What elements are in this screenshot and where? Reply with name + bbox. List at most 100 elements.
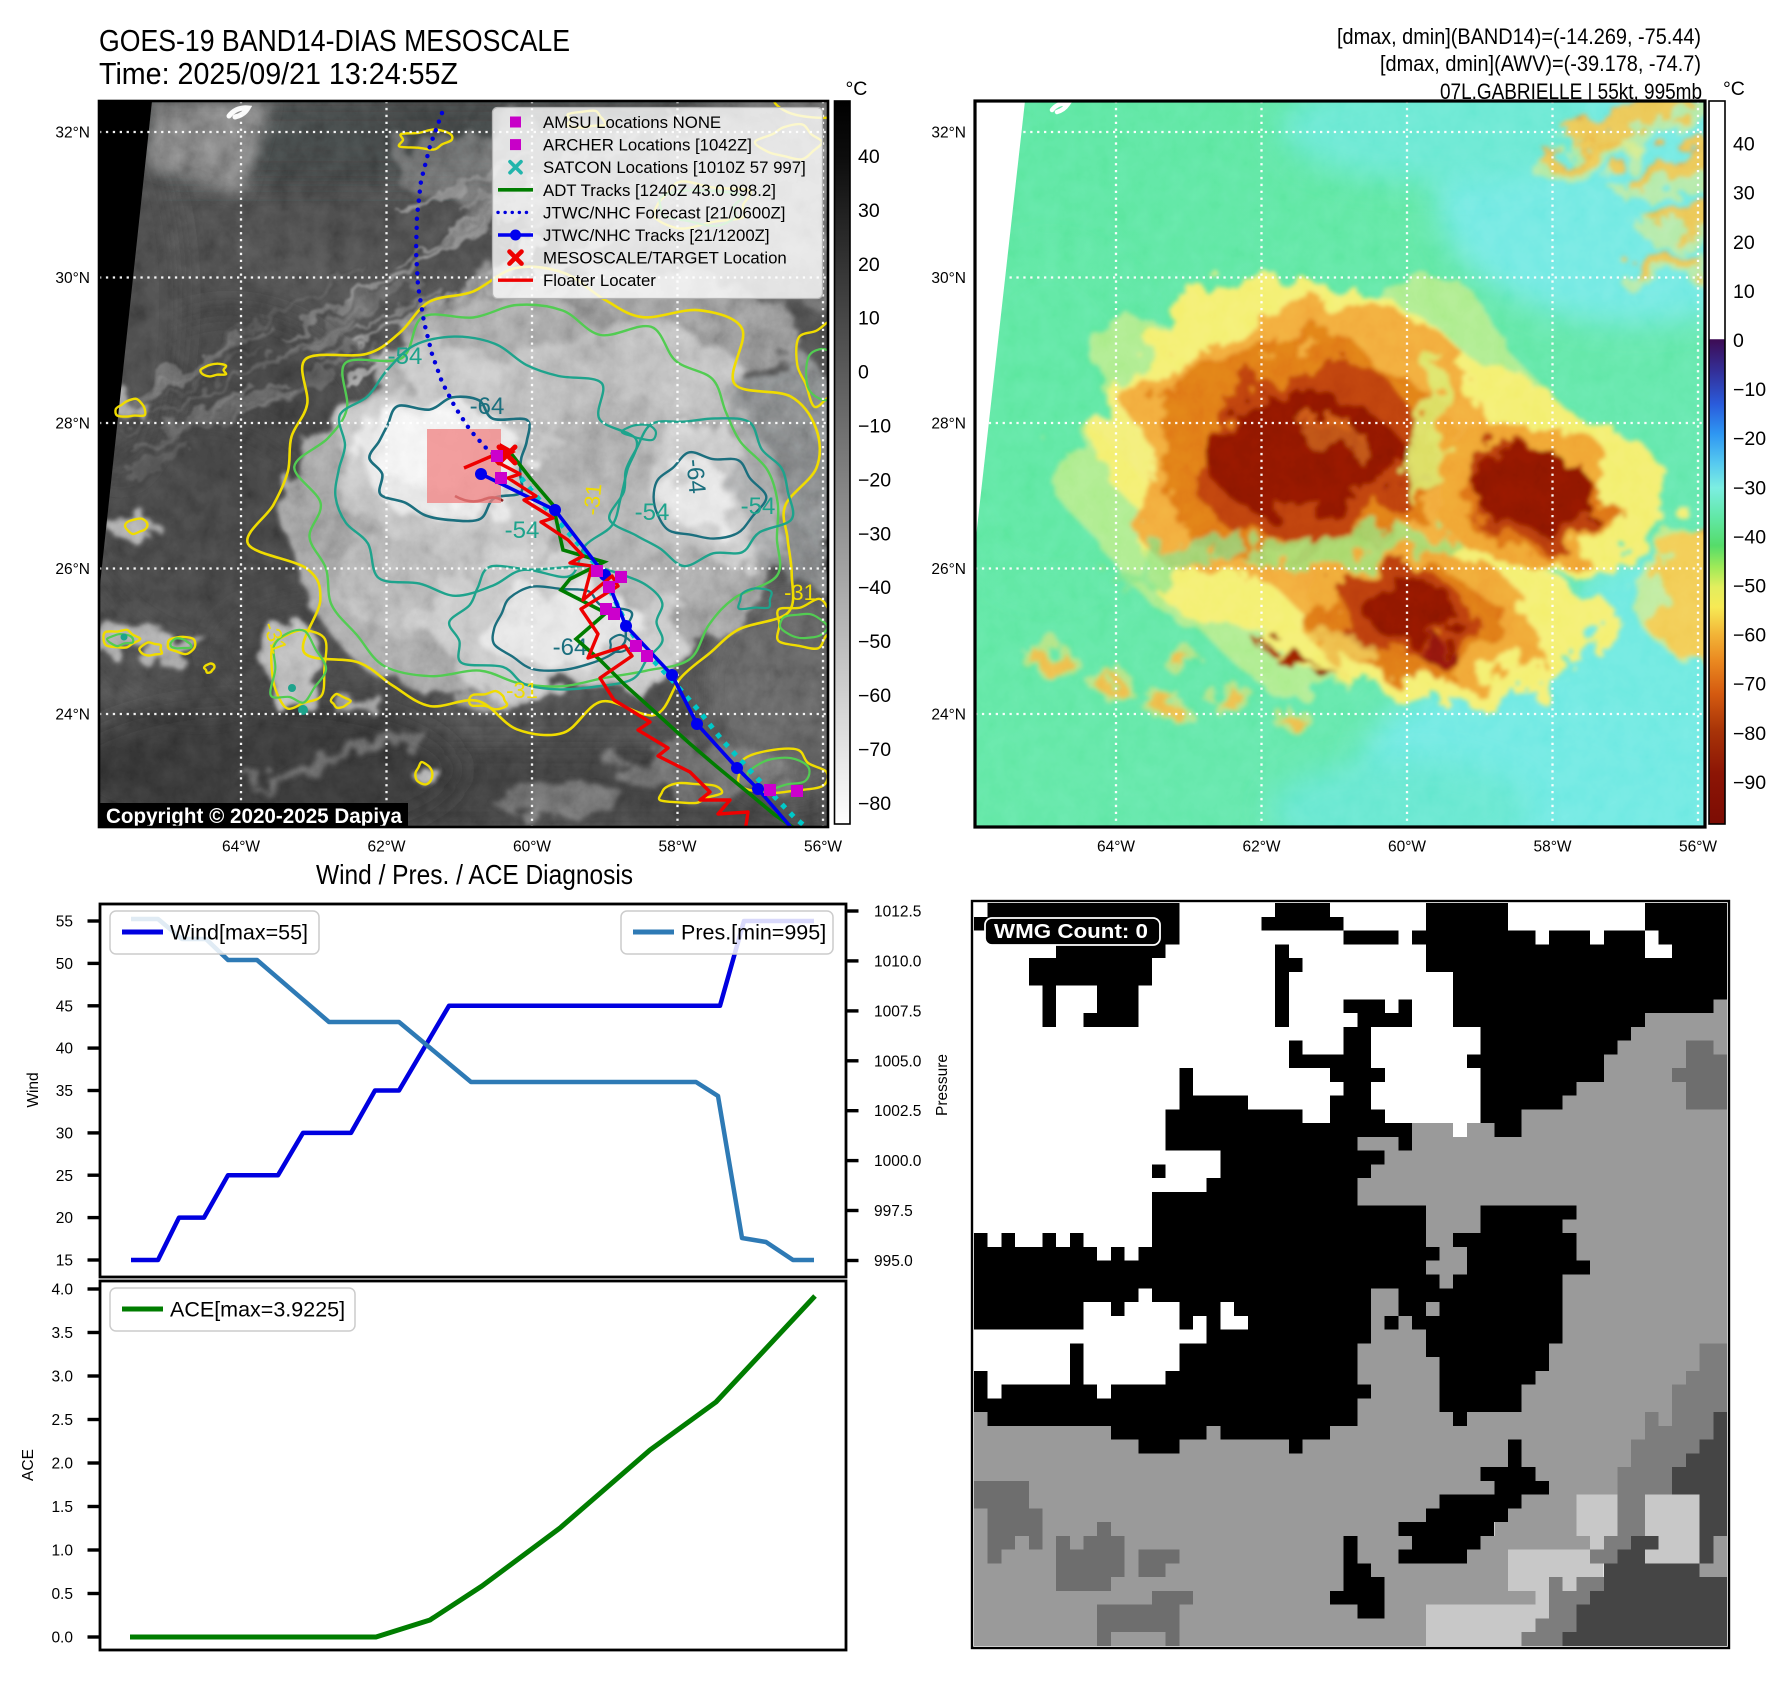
svg-text:−20: −20	[1733, 428, 1766, 450]
svg-text:ACE: ACE	[20, 1449, 37, 1481]
svg-text:0: 0	[1733, 330, 1744, 352]
svg-text:−70: −70	[858, 739, 891, 761]
svg-text:−90: −90	[1733, 772, 1766, 794]
svg-text:Time: 2025/09/21 13:24:55Z: Time: 2025/09/21 13:24:55Z	[99, 57, 458, 91]
svg-text:1012.5: 1012.5	[874, 904, 921, 921]
svg-text:30: 30	[1733, 183, 1755, 205]
svg-text:0.0: 0.0	[51, 1630, 73, 1647]
svg-text:60°W: 60°W	[1388, 839, 1426, 856]
svg-text:1010.0: 1010.0	[874, 953, 922, 970]
svg-text:GOES-19 BAND14-DIAS MESOSCALE: GOES-19 BAND14-DIAS MESOSCALE	[99, 24, 570, 58]
svg-text:10: 10	[858, 308, 880, 330]
svg-text:20: 20	[858, 254, 880, 276]
svg-text:SATCON Locations [1010Z 57 997: SATCON Locations [1010Z 57 997]	[543, 158, 806, 177]
svg-text:10: 10	[1733, 281, 1755, 303]
svg-text:−20: −20	[858, 469, 891, 491]
svg-text:62°W: 62°W	[1242, 839, 1280, 856]
svg-text:15: 15	[56, 1253, 73, 1270]
svg-text:64°W: 64°W	[222, 839, 260, 856]
svg-text:−10: −10	[858, 416, 891, 438]
svg-text:30: 30	[858, 200, 880, 222]
svg-text:−30: −30	[858, 523, 891, 545]
svg-text:40: 40	[858, 146, 880, 168]
svg-text:58°W: 58°W	[1533, 839, 1571, 856]
svg-text:−60: −60	[858, 685, 891, 707]
svg-text:-54: -54	[388, 343, 423, 370]
svg-text:40: 40	[1733, 134, 1755, 156]
svg-text:45: 45	[56, 998, 73, 1015]
svg-text:-54: -54	[505, 517, 540, 544]
svg-text:35: 35	[56, 1083, 73, 1100]
svg-text:55: 55	[56, 914, 73, 931]
svg-text:62°W: 62°W	[367, 839, 405, 856]
svg-text:58°W: 58°W	[658, 839, 696, 856]
svg-text:1007.5: 1007.5	[874, 1003, 921, 1020]
svg-text:1.0: 1.0	[51, 1543, 73, 1560]
svg-text:−50: −50	[858, 631, 891, 653]
svg-text:Pres.[min=995]: Pres.[min=995]	[681, 921, 826, 945]
svg-text:32°N: 32°N	[55, 125, 90, 142]
svg-text:JTWC/NHC Forecast [21/0600Z]: JTWC/NHC Forecast [21/0600Z]	[543, 203, 785, 222]
svg-text:-64: -64	[681, 458, 711, 495]
svg-text:[dmax, dmin](BAND14)=(-14.269,: [dmax, dmin](BAND14)=(-14.269, -75.44)	[1337, 24, 1701, 49]
svg-text:50: 50	[56, 956, 74, 973]
svg-text:−80: −80	[858, 793, 891, 815]
svg-text:[dmax, dmin](AWV)=(-39.178, -7: [dmax, dmin](AWV)=(-39.178, -74.7)	[1380, 51, 1701, 76]
svg-text:−40: −40	[1733, 526, 1766, 548]
svg-text:Wind: Wind	[25, 1072, 42, 1107]
svg-text:−80: −80	[1733, 723, 1766, 745]
svg-text:Copyright © 2020-2025 Dapiya: Copyright © 2020-2025 Dapiya	[106, 804, 403, 828]
svg-text:−30: −30	[1733, 477, 1766, 499]
svg-text:997.5: 997.5	[874, 1203, 913, 1220]
svg-text:ARCHER Locations [1042Z]: ARCHER Locations [1042Z]	[543, 136, 752, 155]
svg-text:0.5: 0.5	[51, 1586, 73, 1603]
svg-text:-64: -64	[470, 393, 505, 420]
svg-text:−70: −70	[1733, 674, 1766, 696]
svg-text:−40: −40	[858, 577, 891, 599]
svg-text:3.0: 3.0	[51, 1369, 73, 1386]
svg-text:WMG Count: 0: WMG Count: 0	[994, 920, 1148, 943]
svg-text:ACE[max=3.9225]: ACE[max=3.9225]	[170, 1298, 345, 1322]
svg-text:−10: −10	[1733, 379, 1766, 401]
svg-text:20: 20	[56, 1210, 74, 1227]
svg-text:64°W: 64°W	[1097, 839, 1135, 856]
svg-text:JTWC/NHC Tracks [21/1200Z]: JTWC/NHC Tracks [21/1200Z]	[543, 226, 770, 245]
svg-text:MESOSCALE/TARGET Location: MESOSCALE/TARGET Location	[543, 249, 787, 268]
svg-text:Floater Locater: Floater Locater	[543, 271, 656, 290]
svg-text:995.0: 995.0	[874, 1253, 913, 1270]
svg-text:−60: −60	[1733, 625, 1766, 647]
svg-text:2.5: 2.5	[51, 1412, 73, 1429]
svg-text:AMSU Locations NONE: AMSU Locations NONE	[543, 113, 721, 132]
svg-text:4.0: 4.0	[51, 1282, 73, 1299]
svg-text:1002.5: 1002.5	[874, 1103, 921, 1120]
svg-text:40: 40	[56, 1041, 74, 1058]
svg-text:26°N: 26°N	[55, 561, 90, 578]
svg-text:2.0: 2.0	[51, 1456, 73, 1473]
svg-text:°C: °C	[1723, 78, 1745, 100]
svg-text:0: 0	[858, 362, 869, 384]
svg-text:-31: -31	[784, 580, 816, 605]
svg-text:25: 25	[56, 1168, 73, 1185]
svg-text:-54: -54	[635, 499, 670, 526]
svg-text:30°N: 30°N	[931, 270, 966, 287]
svg-text:32°N: 32°N	[931, 125, 966, 142]
svg-text:-64: -64	[553, 634, 588, 661]
svg-text:56°W: 56°W	[804, 839, 842, 856]
svg-text:30: 30	[56, 1125, 74, 1142]
svg-text:Wind[max=55]: Wind[max=55]	[170, 921, 308, 945]
svg-text:Wind / Pres. / ACE Diagnosis: Wind / Pres. / ACE Diagnosis	[316, 859, 633, 890]
svg-text:26°N: 26°N	[931, 561, 966, 578]
svg-text:−50: −50	[1733, 576, 1766, 598]
svg-text:28°N: 28°N	[931, 416, 966, 433]
svg-text:30°N: 30°N	[55, 270, 90, 287]
svg-text:60°W: 60°W	[513, 839, 551, 856]
svg-text:1000.0: 1000.0	[874, 1153, 922, 1170]
svg-text:20: 20	[1733, 232, 1755, 254]
svg-text:1005.0: 1005.0	[874, 1053, 922, 1070]
svg-text:Pressure: Pressure	[934, 1054, 951, 1116]
svg-text:ADT Tracks [1240Z 43.0 998.2]: ADT Tracks [1240Z 43.0 998.2]	[543, 181, 776, 200]
svg-text:24°N: 24°N	[55, 707, 90, 724]
svg-text:28°N: 28°N	[55, 416, 90, 433]
svg-text:3.5: 3.5	[51, 1325, 73, 1342]
svg-text:24°N: 24°N	[931, 707, 966, 724]
